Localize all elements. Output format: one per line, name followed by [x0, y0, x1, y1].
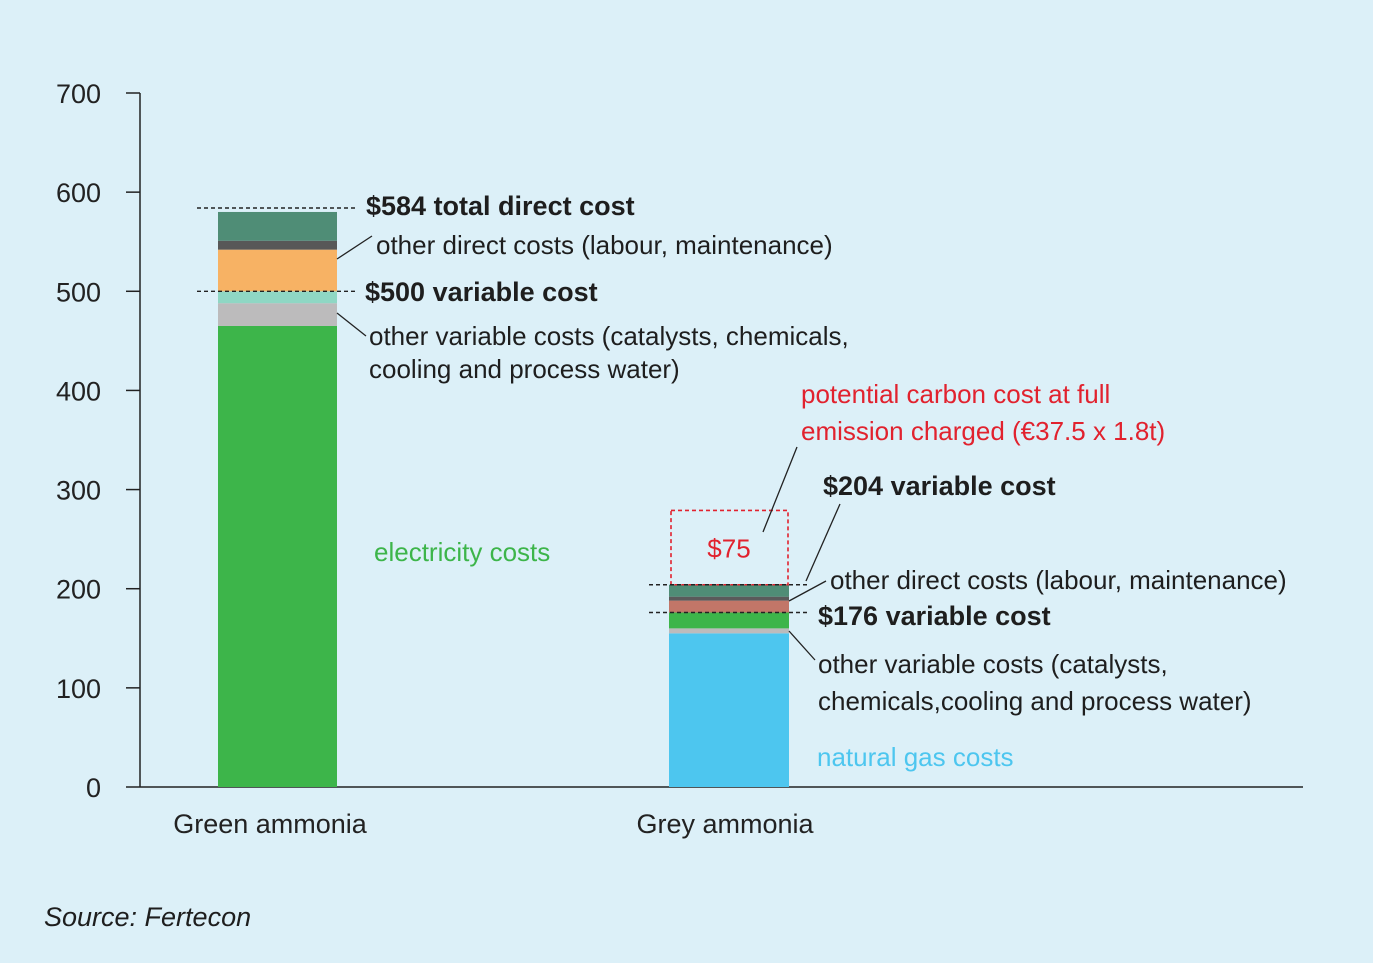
- carbon-cost-box: [670, 509, 789, 586]
- green-bar-segment-5: [218, 211, 337, 241]
- reference-lines: [197, 207, 810, 614]
- y-tick-label: 700: [56, 79, 101, 109]
- leader-grey-other-direct: [788, 580, 827, 602]
- y-axis-ticks: 0 100 200 300 400 500 600 700: [56, 79, 140, 803]
- annotation-grey-176: $176 variable cost: [818, 601, 1051, 631]
- annotation-green-other-direct: other direct costs (labour, maintenance): [376, 230, 833, 260]
- leader-green-other-direct: [336, 235, 373, 260]
- annotation-carbon-line2: emission charged (€37.5 x 1.8t): [801, 416, 1165, 446]
- annotation-green-variable: $500 variable cost: [365, 277, 598, 307]
- y-tick-label: 600: [56, 178, 101, 208]
- category-label-green: Green ammonia: [173, 809, 368, 839]
- grey-bar-segment-4: [669, 596, 789, 601]
- annotation-green-other-variable-line1: other variable costs (catalysts, chemica…: [369, 321, 849, 351]
- grey-bar-segment-1: [669, 628, 789, 634]
- y-tick-label: 400: [56, 376, 101, 406]
- annotation-grey-other-variable-line2: chemicals,cooling and process water): [818, 686, 1252, 716]
- y-tick-label: 100: [56, 674, 101, 704]
- green-bar-segment-2: [218, 291, 337, 304]
- grey-bar-segment-3: [669, 600, 789, 613]
- green-bar-segment-0: [218, 325, 337, 787]
- annotation-natural-gas: natural gas costs: [817, 742, 1014, 772]
- y-tick-label: 300: [56, 476, 101, 506]
- annotation-electricity: electricity costs: [374, 537, 550, 567]
- grey-bar-segment-5: [669, 584, 789, 597]
- annotation-grey-204: $204 variable cost: [823, 471, 1056, 501]
- leader-carbon: [762, 446, 798, 533]
- annotation-grey-other-variable-line1: other variable costs (catalysts,: [818, 649, 1168, 679]
- y-tick-label: 0: [86, 773, 101, 803]
- annotation-green-total: $584 total direct cost: [366, 191, 635, 221]
- grey-bar-segment-0: [669, 633, 789, 787]
- annotation-grey-other-direct: other direct costs (labour, maintenance): [830, 565, 1287, 595]
- leader-grey-204: [805, 503, 841, 582]
- leader-grey-other-variable: [788, 630, 816, 661]
- bars: $75: [218, 211, 789, 787]
- category-label-grey: Grey ammonia: [636, 809, 814, 839]
- carbon-cost-value-label: $75: [707, 534, 750, 564]
- green-bar-segment-1: [218, 303, 337, 326]
- grey-bar-segment-2: [669, 612, 789, 629]
- y-tick-label: 500: [56, 277, 101, 307]
- source-note: Source: Fertecon: [44, 902, 252, 932]
- annotation-green-other-variable-line2: cooling and process water): [369, 354, 680, 384]
- y-tick-label: 200: [56, 575, 101, 605]
- leader-green-other-variable: [336, 312, 367, 337]
- annotation-carbon-line1: potential carbon cost at full: [801, 379, 1110, 409]
- green-bar-segment-4: [218, 240, 337, 250]
- green-bar-segment-3: [218, 249, 337, 292]
